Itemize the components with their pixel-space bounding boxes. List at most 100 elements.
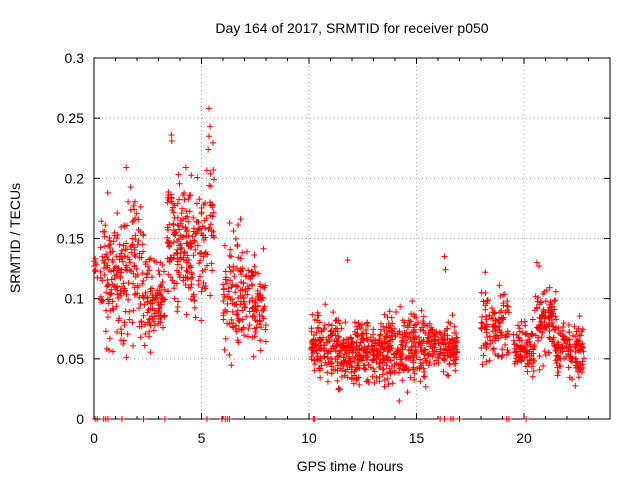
data-point (546, 327, 553, 334)
data-point (542, 313, 549, 320)
data-point (168, 138, 175, 145)
data-point (330, 328, 337, 335)
data-point (221, 242, 228, 249)
data-point (118, 269, 125, 276)
data-point (359, 347, 366, 354)
data-point (257, 324, 264, 331)
data-point (418, 324, 425, 331)
data-point (208, 227, 215, 234)
data-point (533, 259, 540, 266)
data-point (327, 332, 334, 339)
data-point (370, 357, 377, 364)
data-point (103, 345, 110, 352)
data-point (195, 281, 202, 288)
data-point (352, 349, 359, 356)
data-point (418, 307, 425, 314)
data-point (381, 339, 388, 346)
data-point (111, 275, 118, 282)
data-point (129, 219, 136, 226)
data-points (91, 105, 587, 422)
data-point (552, 313, 559, 320)
data-point (355, 360, 362, 367)
data-point (554, 372, 561, 379)
data-point (194, 174, 201, 181)
data-point (200, 201, 207, 208)
data-point (175, 171, 182, 178)
data-point (445, 341, 452, 348)
data-point (553, 352, 560, 359)
data-point (524, 347, 531, 354)
data-point (484, 297, 491, 304)
data-point (566, 353, 573, 360)
data-point (371, 342, 378, 349)
data-point (396, 331, 403, 338)
data-point (579, 358, 586, 365)
data-point (541, 348, 548, 355)
data-point (246, 321, 253, 328)
data-point (104, 277, 111, 284)
data-point (416, 365, 423, 372)
data-point (148, 274, 155, 281)
data-point (486, 357, 493, 364)
data-point (489, 328, 496, 335)
data-point (196, 226, 203, 233)
data-point (422, 383, 429, 390)
data-point (453, 348, 460, 355)
data-point (171, 295, 178, 302)
data-point (542, 298, 549, 305)
data-point (377, 326, 384, 333)
data-point (504, 307, 511, 314)
data-point (130, 280, 137, 287)
data-point (252, 303, 259, 310)
data-point (138, 323, 145, 330)
data-point (482, 302, 489, 309)
data-point (515, 343, 522, 350)
data-point (511, 341, 518, 348)
data-point (553, 360, 560, 367)
data-point (108, 276, 115, 283)
data-point (175, 298, 182, 305)
data-point (309, 311, 316, 318)
data-point (560, 324, 567, 331)
data-point (252, 297, 259, 304)
data-point (123, 262, 130, 269)
data-point (318, 344, 325, 351)
data-point (555, 369, 562, 376)
data-point (499, 332, 506, 339)
data-point (211, 176, 218, 183)
data-point (165, 288, 172, 295)
data-point (155, 312, 162, 319)
data-point (396, 397, 403, 404)
data-point (251, 333, 258, 340)
data-point (388, 332, 395, 339)
data-point (522, 363, 529, 370)
data-point (556, 362, 563, 369)
data-point (161, 313, 168, 320)
data-point (484, 334, 491, 341)
data-point (381, 311, 388, 318)
data-point (156, 287, 163, 294)
data-point (202, 266, 209, 273)
data-point (228, 253, 235, 260)
data-point (195, 219, 202, 226)
data-point (104, 282, 111, 289)
data-point (150, 294, 157, 301)
data-point (146, 328, 153, 335)
data-point (379, 371, 386, 378)
data-point (239, 316, 246, 323)
data-point (354, 326, 361, 333)
data-point (156, 271, 163, 278)
data-point (388, 345, 395, 352)
data-point (345, 347, 352, 354)
data-point (442, 328, 449, 335)
data-point (369, 373, 376, 380)
data-point (229, 300, 236, 307)
data-point (408, 338, 415, 345)
data-point (445, 319, 452, 326)
data-point (244, 333, 251, 340)
data-point (324, 354, 331, 361)
data-point (191, 237, 198, 244)
data-point (249, 313, 256, 320)
data-point (335, 341, 342, 348)
data-point (232, 289, 239, 296)
